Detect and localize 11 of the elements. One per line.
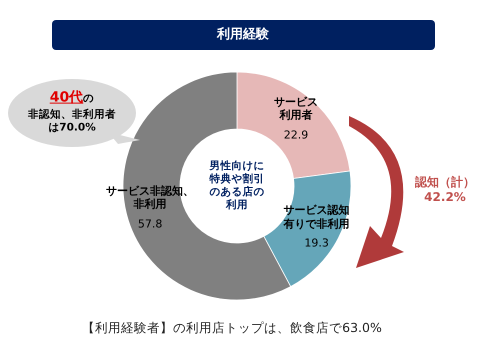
text: 非認知、非利用者は70.0%	[27, 108, 117, 134]
text: 40代	[50, 90, 84, 106]
data-label: 57.8	[136, 218, 164, 232]
text: の	[83, 92, 94, 105]
text: 認知（計）42.2%	[414, 175, 475, 204]
data-label: 22.9	[282, 128, 310, 142]
data-label: 19.3	[303, 236, 330, 250]
text: 【利用経験者】の利用店トップは、飲食店で63.0%	[82, 320, 382, 336]
chart-title: 利用経験	[217, 26, 269, 42]
text: 男性向けに特典や割引のある店の利用	[210, 160, 264, 212]
slice-label: サービス利用者	[272, 95, 319, 123]
